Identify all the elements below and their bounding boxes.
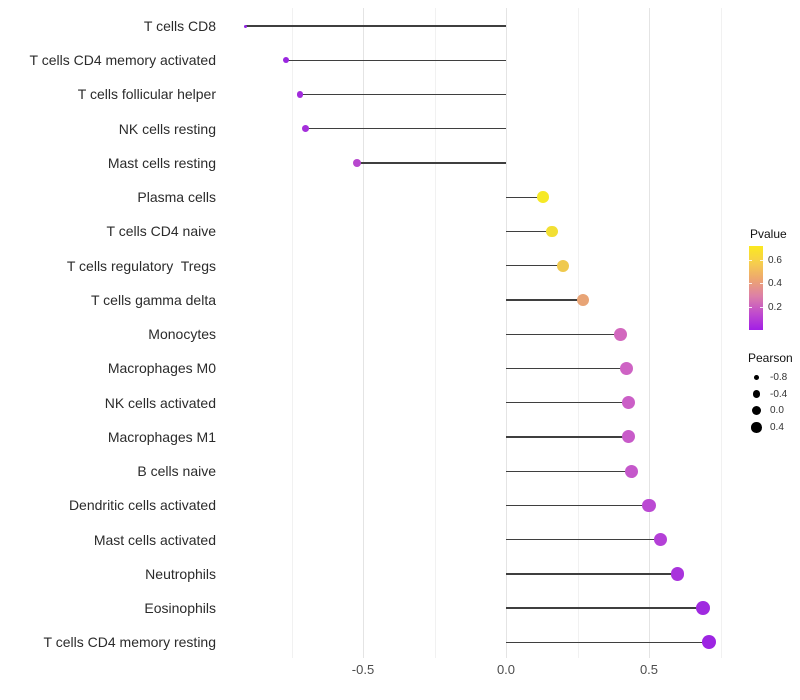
lollipop-dot — [244, 24, 248, 28]
lollipop-dot — [619, 361, 633, 375]
lollipop-stem — [506, 196, 544, 198]
lollipop-stem — [357, 162, 506, 164]
lollipop-dot — [622, 396, 636, 410]
major-gridline — [506, 8, 507, 658]
lollipop-dot — [613, 327, 627, 341]
lollipop-dot — [296, 91, 304, 98]
lollipop-stem — [506, 607, 704, 609]
colorbar-tick — [760, 283, 763, 284]
lollipop-dot — [702, 635, 717, 650]
lollipop-stem — [506, 641, 710, 644]
minor-gridline — [720, 8, 722, 658]
major-gridline — [649, 8, 650, 658]
category-label: Macrophages M0 — [107, 360, 216, 377]
category-label: T cells follicular helper — [77, 86, 216, 103]
lollipop-stem — [506, 573, 678, 575]
pvalue-tick-label: 0.4 — [768, 278, 782, 289]
pvalue-tick-label: 0.2 — [768, 301, 782, 313]
category-label: Macrophages M1 — [107, 428, 216, 445]
colorbar-tick — [749, 259, 752, 261]
category-label: T cells CD4 naive — [106, 223, 216, 240]
lollipop-stem — [506, 299, 584, 301]
category-label: Neutrophils — [145, 565, 216, 582]
category-label: NK cells resting — [118, 120, 216, 137]
lollipop-dot — [622, 430, 636, 444]
category-label: Eosinophils — [144, 600, 216, 617]
colorbar-tick — [749, 306, 752, 308]
pvalue-tick-label: 0.6 — [768, 254, 782, 266]
category-label: T cells CD4 memory activated — [29, 52, 216, 69]
pearson-legend-title: Pearson — [748, 351, 793, 365]
category-label: NK cells activated — [104, 394, 216, 411]
lollipop-stem — [305, 128, 506, 130]
lollipop-dot — [537, 191, 550, 204]
pearson-size-label: -0.4 — [770, 388, 788, 400]
lollipop-stem — [506, 367, 627, 370]
colorbar-tick — [760, 259, 763, 261]
pearson-size-dot — [751, 422, 762, 433]
major-gridline — [363, 8, 364, 658]
lollipop-dot — [625, 464, 639, 478]
lollipop-dot — [302, 125, 310, 133]
minor-gridline — [291, 8, 293, 658]
category-label: Monocytes — [148, 326, 216, 343]
pearson-size-dot — [754, 374, 760, 380]
lollipop-stem — [506, 265, 564, 267]
lollipop-stem — [300, 93, 506, 96]
lollipop-stem — [506, 230, 552, 233]
lollipop-dot — [577, 293, 590, 307]
lollipop-dot — [353, 158, 362, 168]
lollipop-dot — [282, 57, 289, 64]
category-label: Mast cells resting — [107, 154, 216, 171]
category-label: Mast cells activated — [93, 531, 216, 548]
minor-gridline — [577, 8, 579, 658]
x-tick-label: 0.5 — [639, 662, 659, 677]
pearson-size-label: 0.4 — [770, 421, 784, 433]
lollipop-dot — [557, 259, 570, 272]
lollipop-dot — [696, 601, 711, 616]
category-label: T cells gamma delta — [90, 291, 216, 308]
pearson-size-label: -0.8 — [770, 371, 788, 383]
pearson-size-label: 0.0 — [770, 405, 784, 417]
category-label: T cells CD8 — [143, 18, 216, 34]
category-label: Plasma cells — [137, 189, 216, 206]
lollipop-stem — [506, 333, 621, 335]
lollipop-dot — [642, 498, 656, 513]
category-label: B cells naive — [137, 463, 216, 480]
x-tick-label: 0.0 — [496, 662, 516, 677]
lollipop-stem — [285, 59, 506, 61]
lollipop-stem — [506, 402, 629, 404]
lollipop-stem — [506, 436, 629, 438]
lollipop-stem — [506, 504, 649, 507]
x-tick-label: -0.5 — [351, 662, 375, 677]
colorbar-tick — [760, 306, 763, 308]
category-label: T cells CD4 memory resting — [43, 634, 216, 651]
category-label: Dendritic cells activated — [68, 497, 216, 514]
lollipop-dot — [653, 533, 668, 547]
lollipop-dot — [545, 225, 558, 238]
pvalue-colorbar — [749, 246, 763, 330]
minor-gridline — [434, 8, 436, 658]
lollipop-stem — [506, 539, 661, 541]
colorbar-tick — [749, 283, 752, 284]
category-label: T cells regulatory Tregs — [66, 257, 216, 274]
pvalue-legend-title: Pvalue — [750, 227, 787, 241]
pearson-size-dot — [752, 390, 761, 398]
lollipop-stem — [245, 25, 506, 27]
pearson-size-dot — [752, 406, 762, 416]
lollipop-stem — [506, 470, 632, 472]
lollipop-dot — [670, 567, 685, 581]
